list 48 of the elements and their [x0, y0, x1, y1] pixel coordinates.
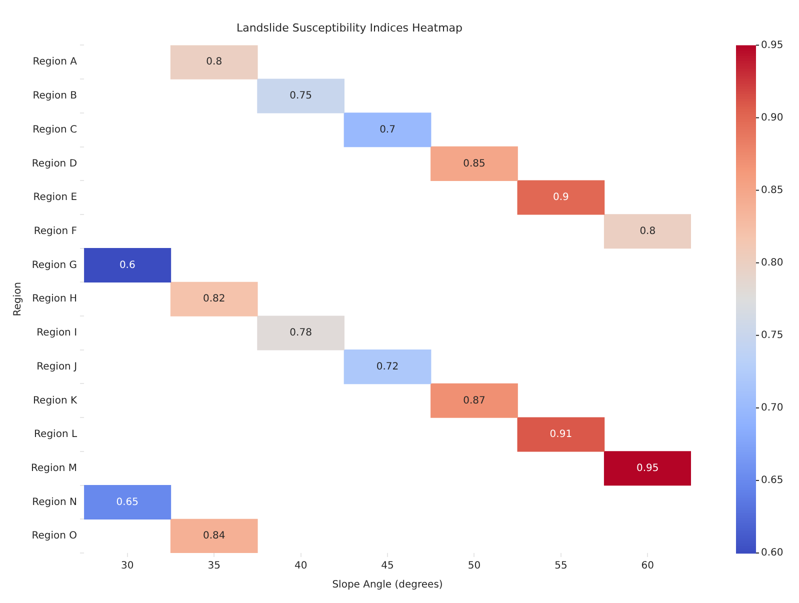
x-tick-label: 45 — [381, 560, 394, 572]
data-label: 0.7 — [380, 124, 396, 136]
y-tick-label: Region A — [32, 56, 78, 68]
y-tick-label: Region N — [32, 496, 78, 508]
data-label: 0.65 — [116, 496, 139, 508]
data-label: 0.9 — [552, 192, 569, 204]
x-axis-title: Slope Angle (degrees) — [332, 580, 443, 591]
data-label: 0.95 — [636, 462, 659, 474]
data-label: 0.91 — [550, 429, 572, 440]
data-label: 0.6 — [119, 260, 136, 271]
y-tick-label: Region I — [36, 328, 78, 339]
x-tick-label: 55 — [554, 560, 568, 572]
data-label: 0.87 — [463, 395, 486, 406]
data-label: 0.75 — [290, 90, 312, 102]
color-bar-label: 0.75 — [761, 330, 784, 341]
color-bar-label: 0.60 — [761, 548, 784, 559]
y-tick-label: Region F — [34, 226, 78, 237]
color-bar-label: 0.95 — [761, 40, 784, 51]
color-bar-label: 0.65 — [761, 475, 784, 486]
data-label: 0.84 — [202, 530, 226, 542]
y-tick-label: Region D — [32, 158, 78, 170]
data-label: 0.8 — [206, 56, 222, 68]
x-tick-label: 60 — [641, 560, 654, 572]
x-tick-label: 50 — [468, 560, 481, 572]
x-tick-label: 30 — [121, 560, 134, 572]
color-bar-label: 0.70 — [761, 402, 784, 414]
color-bar-label: 0.90 — [761, 112, 784, 124]
color-bar-label: 0.80 — [761, 257, 784, 268]
y-tick-label: Region L — [34, 429, 78, 440]
y-tick-label: Region G — [32, 260, 78, 271]
y-tick-label: Region J — [36, 361, 78, 372]
y-tick-label: Region H — [32, 294, 78, 305]
data-label: 0.85 — [463, 158, 486, 170]
y-tick-label: Region M — [30, 462, 78, 474]
data-label: 0.78 — [290, 328, 312, 339]
data-label: 0.8 — [640, 226, 656, 237]
x-tick-label: 40 — [294, 560, 308, 572]
chart-title: Landslide Susceptibility Indices Heatmap — [236, 21, 463, 34]
color-bar-label: 0.85 — [761, 184, 784, 196]
y-tick-label: Region K — [33, 395, 78, 406]
y-axis-title: Region — [12, 282, 24, 316]
y-tick-label: Region B — [32, 90, 78, 102]
y-tick-label: Region C — [32, 124, 78, 136]
data-label: 0.72 — [376, 361, 399, 372]
y-tick-label: Region E — [33, 192, 78, 204]
y-tick-label: Region O — [32, 530, 78, 542]
data-label: 0.82 — [202, 294, 226, 305]
x-tick-label: 35 — [208, 560, 220, 572]
